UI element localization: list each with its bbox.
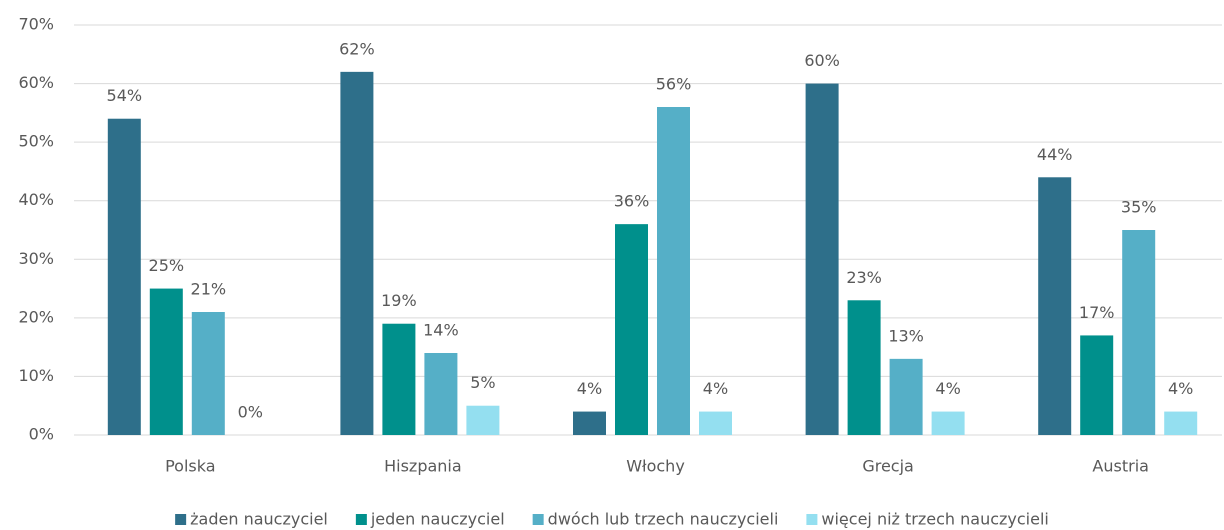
data-label: 23% [846,268,882,287]
bar [889,358,923,435]
bar [1080,335,1114,435]
data-label: 14% [423,321,459,340]
bar [424,353,458,435]
bar [1164,411,1198,435]
x-tick-label: Polska [165,457,215,476]
x-tick-label: Grecja [862,457,914,476]
bar [1038,177,1072,436]
legend-label: dwóch lub trzech nauczycieli [548,510,779,529]
y-tick-label: 50% [18,132,54,151]
data-label: 36% [614,192,650,211]
data-label: 0% [238,403,263,422]
bar [1122,230,1156,435]
y-tick-label: 70% [18,15,54,34]
data-label: 54% [107,86,143,105]
x-tick-label: Austria [1092,457,1149,476]
bar [615,224,648,435]
bar [931,411,965,435]
data-label: 62% [339,39,375,58]
data-label: 44% [1037,145,1073,164]
bar [107,118,141,435]
data-label: 19% [381,291,417,310]
data-label: 35% [1121,198,1157,217]
data-label: 4% [577,379,602,398]
data-label: 4% [703,379,728,398]
legend-marker [532,514,544,525]
data-label: 21% [191,280,227,299]
x-tick-label: Hiszpania [384,457,462,476]
bar [149,288,183,435]
legend-marker [355,514,367,525]
legend-marker [175,514,187,525]
legend-label: więcej niż trzech nauczycieli [821,510,1048,529]
bar [191,312,225,435]
bar [657,107,690,435]
data-label: 4% [935,379,960,398]
y-tick-label: 0% [29,425,54,444]
x-tick-label: Włochy [626,457,685,476]
bar [699,411,732,435]
data-label: 5% [470,373,495,392]
bar [340,71,374,435]
data-label: 4% [1168,379,1193,398]
data-label: 13% [888,326,924,345]
data-label: 60% [804,51,840,70]
bar [466,405,500,435]
bar [382,323,416,435]
y-tick-label: 10% [18,366,54,385]
bar [805,83,839,436]
y-tick-label: 60% [18,73,54,92]
legend-label: jeden nauczyciel [370,510,505,529]
bar [847,300,881,435]
y-tick-label: 20% [18,307,54,326]
bar [573,411,606,435]
data-label: 17% [1079,303,1115,322]
legend-label: żaden nauczyciel [190,510,328,529]
data-label: 25% [149,256,185,275]
y-tick-label: 30% [18,249,54,268]
data-label: 56% [656,75,692,94]
y-tick-label: 40% [18,190,54,209]
legend-marker [806,514,818,525]
